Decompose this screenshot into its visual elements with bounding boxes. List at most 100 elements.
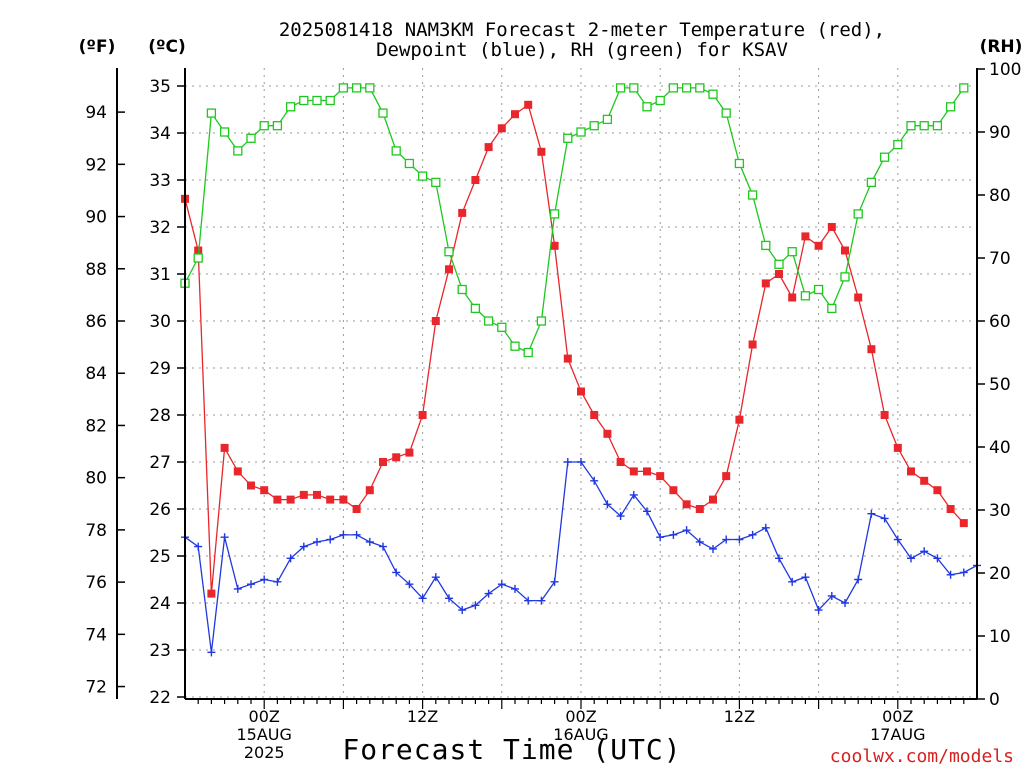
source-credit: coolwx.com/models	[830, 746, 1014, 767]
data-point	[418, 411, 427, 419]
data-point	[312, 95, 322, 106]
data-point	[563, 354, 572, 363]
data-point	[867, 345, 876, 354]
data-point	[906, 121, 916, 131]
data-point	[417, 171, 428, 181]
data-point	[445, 594, 453, 603]
data-point	[207, 648, 216, 657]
fahrenheit-unit-label: (ºF)	[79, 37, 116, 57]
data-point	[273, 495, 282, 504]
celsius-tick-label: 31	[149, 265, 171, 285]
data-point	[787, 247, 797, 257]
data-point	[959, 568, 968, 577]
data-point	[497, 580, 506, 589]
data-point	[577, 387, 585, 396]
data-point	[378, 108, 388, 118]
data-point	[325, 95, 335, 106]
x-tick-label: 15AUG	[236, 725, 291, 744]
data-point	[893, 443, 902, 452]
celsius-tick-label: 35	[149, 77, 171, 97]
data-point	[932, 121, 943, 131]
data-point	[247, 481, 255, 490]
rh-tick-label: 100	[989, 60, 1021, 80]
data-point	[233, 467, 242, 476]
series-line	[184, 461, 978, 653]
data-point	[444, 247, 454, 257]
data-point	[338, 83, 349, 93]
data-point	[352, 530, 361, 539]
data-point	[854, 575, 863, 584]
data-point	[431, 177, 441, 188]
data-point	[775, 270, 783, 278]
celsius-tick-label: 29	[149, 359, 171, 379]
rh-tick-label: 0	[989, 690, 1000, 710]
data-point	[219, 127, 230, 137]
data-point	[313, 490, 321, 499]
x-tick-label: 00Z	[249, 707, 280, 726]
axes-layer	[116, 68, 978, 700]
data-point	[537, 147, 546, 156]
celsius-tick-label: 28	[149, 406, 171, 426]
data-point	[524, 596, 533, 605]
data-point	[616, 512, 625, 521]
rh-tick-label: 20	[989, 564, 1011, 584]
data-point	[247, 580, 255, 589]
data-point	[814, 606, 823, 615]
data-point	[959, 519, 968, 528]
data-point	[577, 458, 585, 466]
data-point	[379, 542, 387, 551]
data-point	[814, 241, 823, 250]
data-point	[788, 293, 797, 302]
data-point	[603, 429, 612, 438]
data-point	[867, 509, 876, 518]
data-point	[379, 458, 387, 466]
data-point	[946, 570, 955, 579]
data-point	[457, 284, 467, 295]
data-point	[550, 577, 559, 586]
x-tick-label: 16AUG	[553, 725, 608, 744]
data-point	[272, 121, 283, 131]
data-point	[365, 83, 375, 93]
data-point	[524, 100, 533, 109]
fahrenheit-tick-label: 76	[85, 573, 107, 593]
data-point	[655, 95, 665, 106]
data-point	[260, 486, 269, 495]
celsius-tick-label: 32	[149, 218, 171, 238]
data-point	[893, 535, 902, 544]
rh-tick-label: 50	[989, 375, 1011, 395]
data-point	[299, 490, 308, 499]
data-point	[827, 223, 836, 231]
fahrenheit-tick-label: 92	[85, 155, 107, 175]
data-point	[563, 458, 572, 466]
celsius-unit-label: (ºC)	[148, 37, 186, 57]
data-point	[734, 158, 745, 169]
fahrenheit-tick-label: 86	[85, 312, 107, 332]
data-point	[879, 152, 890, 162]
rh-tick-label: 80	[989, 186, 1011, 206]
data-point	[920, 476, 929, 485]
data-point	[207, 589, 216, 598]
data-point	[615, 83, 626, 93]
data-point	[418, 594, 427, 603]
data-point	[339, 495, 348, 504]
rh-tick-label: 10	[989, 627, 1011, 647]
data-point	[933, 486, 942, 495]
data-point	[246, 133, 256, 143]
data-point	[550, 241, 559, 250]
rh-unit-label: (RH)	[980, 37, 1023, 57]
data-point	[273, 577, 282, 586]
data-point	[907, 467, 915, 476]
data-point	[484, 143, 493, 152]
data-point	[709, 544, 717, 553]
fahrenheit-tick-label: 84	[85, 364, 107, 384]
data-point	[774, 259, 784, 269]
data-point	[800, 291, 811, 301]
data-point	[260, 575, 269, 584]
celsius-tick-label: 27	[149, 453, 171, 473]
data-point	[735, 415, 744, 424]
data-point	[854, 293, 863, 302]
data-point	[841, 246, 849, 255]
data-point	[483, 316, 494, 326]
data-point	[511, 110, 519, 119]
data-point	[748, 530, 757, 539]
